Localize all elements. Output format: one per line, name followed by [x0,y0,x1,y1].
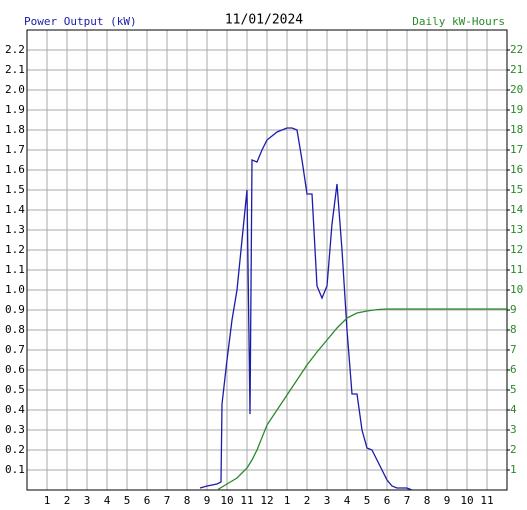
y2-tick-label: 11 [510,263,523,276]
y-tick-label: 2.0 [5,83,25,96]
y-tick-label: 0.8 [5,323,25,336]
x-tick-label: 11 [480,494,493,507]
x-tick-label: 2 [304,494,311,507]
x-tick-label: 1 [44,494,51,507]
y2-tick-label: 13 [510,223,523,236]
y2-tick-label: 18 [510,123,523,136]
y2-tick-label: 19 [510,103,523,116]
x-tick-label: 3 [84,494,91,507]
y-tick-label: 1.5 [5,183,25,196]
x-tick-label: 11 [240,494,253,507]
y-tick-label: 1.2 [5,243,25,256]
y-tick-label: 1.9 [5,103,25,116]
y-tick-label: 1.4 [5,203,25,216]
x-tick-label: 9 [444,494,451,507]
y-tick-label: 1.6 [5,163,25,176]
data-line [199,127,413,491]
y2-tick-label: 4 [510,403,517,416]
y2-tick-label: 15 [510,183,523,196]
y2-tick-label: 16 [510,163,523,176]
x-tick-label: 6 [384,494,391,507]
x-tick-label: 4 [344,494,351,507]
y-tick-label: 1.8 [5,123,25,136]
x-tick-label: 12 [260,494,273,507]
y2-tick-label: 3 [510,423,517,436]
y-tick-label: 1.3 [5,223,25,236]
x-tick-label: 3 [324,494,331,507]
left-axis-title: Power Output (kW) [24,15,137,28]
y2-tick-label: 17 [510,143,523,156]
y-tick-label: 0.9 [5,303,25,316]
y2-tick-label: 7 [510,343,517,356]
x-tick-label: 6 [144,494,151,507]
y-tick-label: 0.6 [5,363,25,376]
y-tick-label: 2.1 [5,63,25,76]
y-tick-label: 0.3 [5,423,25,436]
x-tick-label: 1 [284,494,291,507]
data-line [216,308,507,491]
y-tick-label: 0.1 [5,463,25,476]
y2-tick-label: 22 [510,43,523,56]
y-tick-label: 2.2 [5,43,25,56]
x-tick-label: 10 [220,494,233,507]
x-tick-label: 5 [364,494,371,507]
y2-tick-label: 2 [510,443,517,456]
x-tick-label: 9 [204,494,211,507]
y-tick-label: 1.0 [5,283,25,296]
x-tick-label: 7 [404,494,411,507]
y-tick-label: 0.2 [5,443,25,456]
y-tick-label: 0.5 [5,383,25,396]
x-tick-label: 7 [164,494,171,507]
y-tick-label: 1.7 [5,143,25,156]
y2-tick-label: 21 [510,63,523,76]
y-tick-label: 0.7 [5,343,25,356]
x-tick-label: 8 [424,494,431,507]
x-tick-label: 2 [64,494,71,507]
y2-tick-label: 5 [510,383,517,396]
chart-title: 11/01/2024 [225,13,303,28]
right-axis-title: Daily kW-Hours [412,15,505,28]
y2-tick-label: 9 [510,303,517,316]
y2-tick-label: 14 [510,203,524,216]
x-tick-label: 5 [124,494,131,507]
y2-tick-label: 8 [510,323,517,336]
plot-border [26,29,508,491]
y2-tick-label: 20 [510,83,523,96]
y2-tick-label: 12 [510,243,523,256]
x-tick-label: 4 [104,494,111,507]
y2-tick-label: 1 [510,463,517,476]
y2-tick-label: 6 [510,363,517,376]
x-tick-label: 8 [184,494,191,507]
y2-tick-label: 10 [510,283,523,296]
x-tick-label: 10 [460,494,473,507]
y-tick-label: 0.4 [5,403,25,416]
y-tick-label: 1.1 [5,263,25,276]
